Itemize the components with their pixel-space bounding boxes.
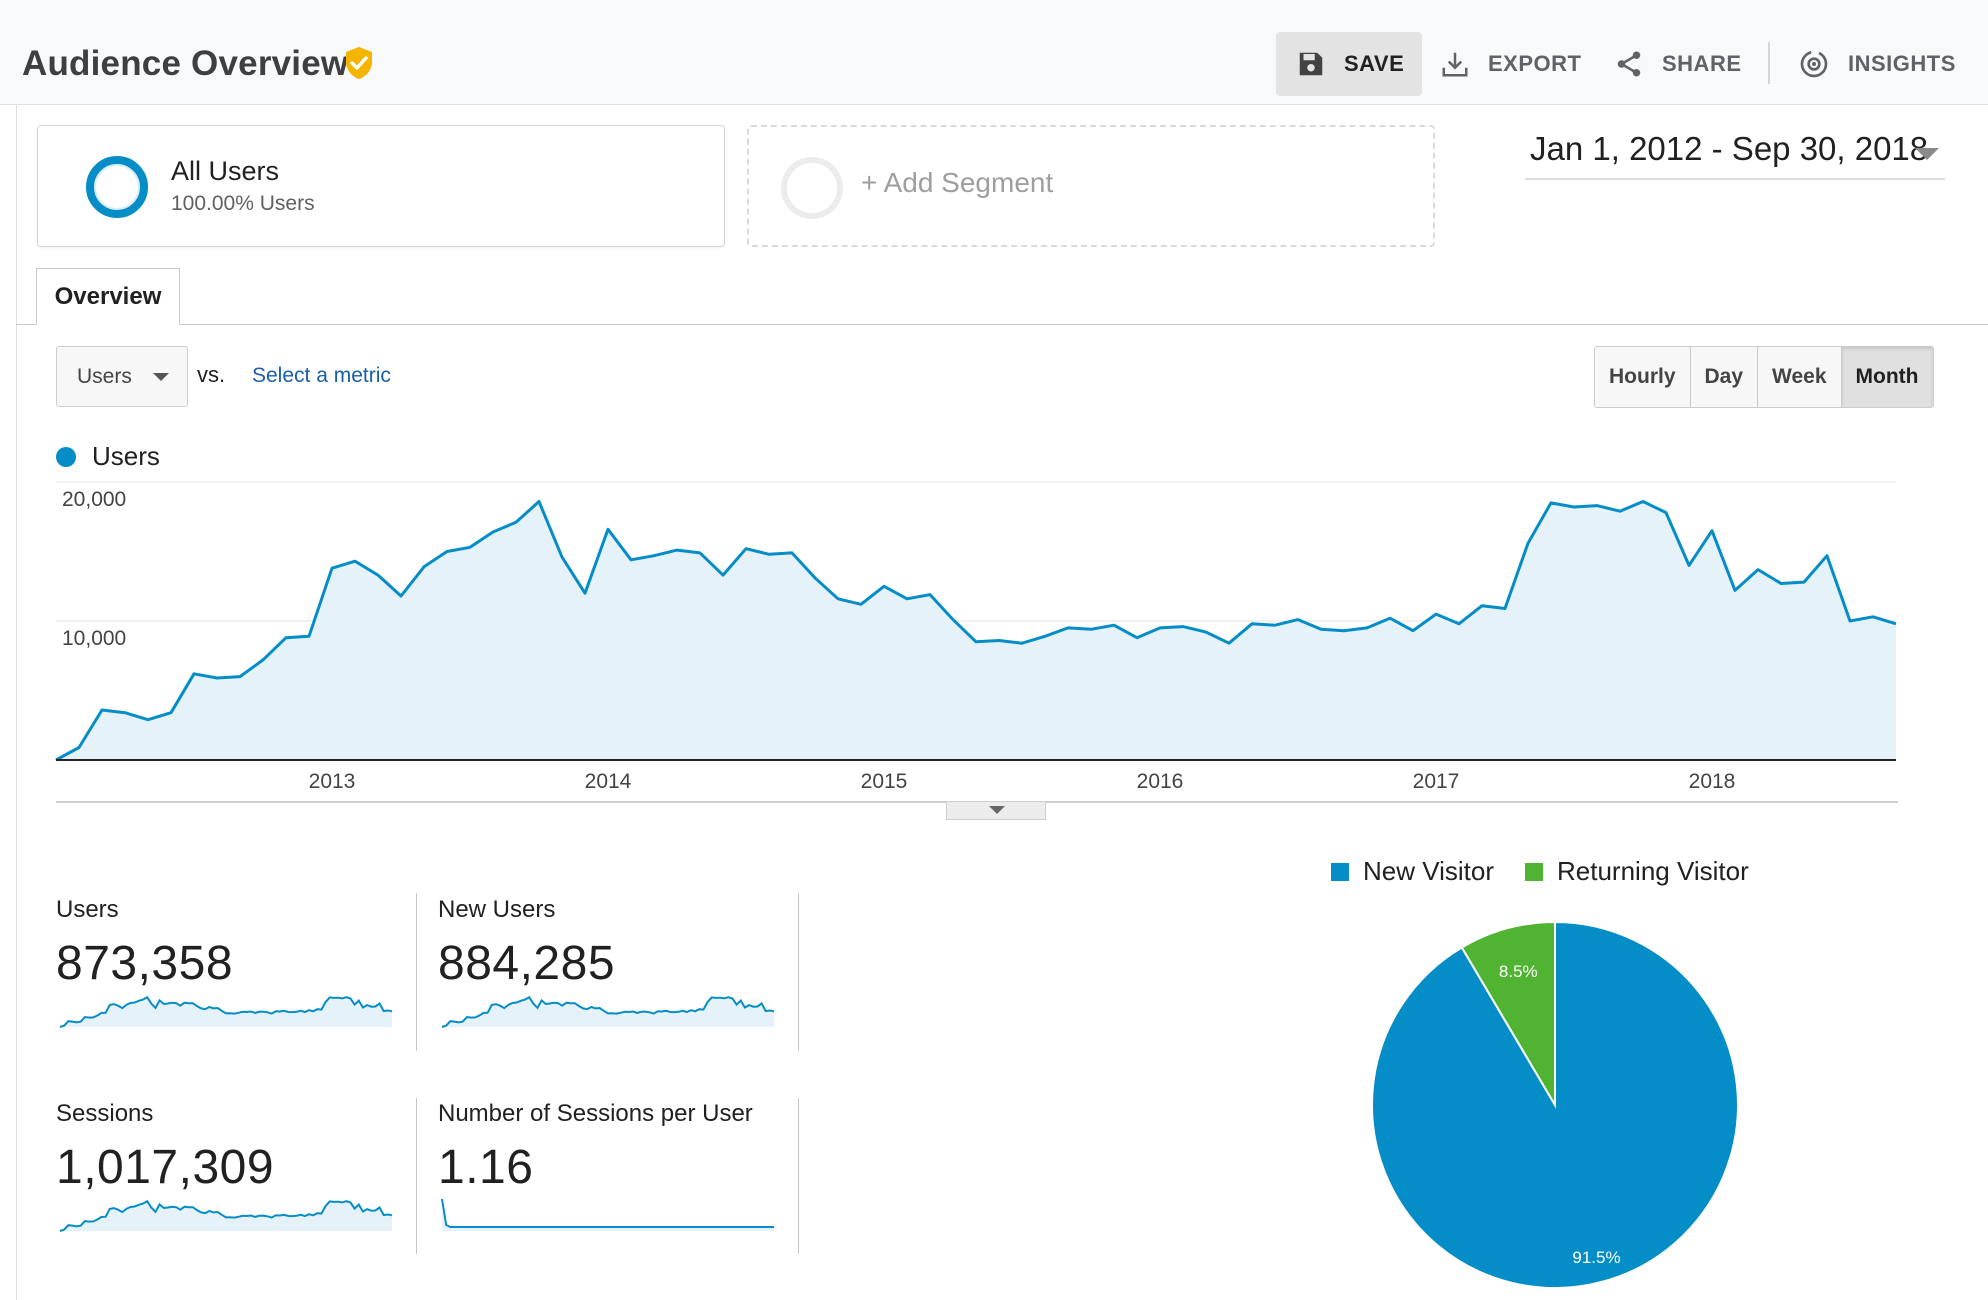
sparkline-fill [60,997,392,1027]
sparkline-line [441,1198,774,1228]
tabs-divider [16,324,1988,325]
segment-all-users[interactable]: All Users 100.00% Users [37,125,725,247]
x-tick-label: 2016 [1137,770,1184,793]
stat-divider [798,1098,799,1254]
legend-swatch-new [1331,862,1349,881]
pie-slice-label: 91.5% [1572,1248,1620,1267]
sparkline-line [59,995,393,1028]
verified-shield-icon [346,47,372,79]
stat-value: 873,358 [56,937,234,990]
x-tick-label: 2017 [1413,770,1460,793]
tab-overview[interactable]: Overview [36,268,180,325]
chevron-down-icon [989,806,1005,814]
save-button[interactable]: SAVE [1276,32,1422,96]
export-label: EXPORT [1488,51,1582,76]
x-tick-label: 2013 [309,770,356,793]
users-over-time-chart: 10,000 20,000 2013 2014 2015 2016 2017 2018 [55,481,1898,803]
stat-label: Number of Sessions per User [438,1100,753,1127]
stat-divider [416,893,417,1051]
chevron-down-icon [153,373,169,381]
segment-subtitle: 100.00% Users [171,192,315,215]
stat-value: 1.16 [438,1141,534,1194]
legend-label-new: New Visitor [1363,856,1495,886]
sparkline-fill [442,997,774,1027]
x-tick-label: 2014 [585,770,632,793]
segment-ring-icon [86,156,148,218]
stat-users[interactable]: Users 873,358 [56,896,416,1036]
x-tick-label: 2015 [861,770,908,793]
legend-swatch-returning [1525,862,1543,881]
stat-sparkline [59,1199,393,1232]
pie-slice [1460,920,1556,1109]
stat-value: 884,285 [438,937,616,990]
toolbar-divider [1768,42,1770,84]
stat-sessions-per-user[interactable]: Number of Sessions per User 1.16 [438,1100,798,1240]
sparkline-line [441,995,775,1028]
pie-slice-label: 8.5% [1499,962,1538,981]
granularity-hourly-button[interactable]: Hourly [1595,347,1691,407]
export-button[interactable]: EXPORT [1440,32,1581,96]
insights-icon [1800,50,1828,78]
y-tick-label: 10,000 [62,627,126,650]
save-icon [1299,52,1323,76]
metric-dropdown-value: Users [77,365,132,388]
chart-collapse-toggle[interactable] [946,802,1046,820]
date-range-text: Jan 1, 2012 - Sep 30, 2018 [1530,130,1929,167]
segment-title: All Users [171,156,280,186]
stat-label: New Users [438,896,556,923]
select-metric-link[interactable]: Select a metric [252,364,391,387]
sparkline-fill [60,1201,392,1231]
insights-button[interactable]: INSIGHTS [1798,32,1956,96]
empty-segment-ring-icon [781,157,843,219]
chart-legend: Users [56,441,160,472]
add-segment-button[interactable]: + Add Segment [747,125,1435,247]
chevron-down-icon [1915,148,1939,160]
share-icon [1617,51,1641,77]
granularity-toggle: Hourly Day Week Month [1594,346,1934,408]
add-segment-label: + Add Segment [861,167,1054,198]
legend-label-returning: Returning Visitor [1557,856,1749,886]
stat-sparkline [59,995,393,1028]
pie-legend-returning-visitor: Returning Visitor [1525,856,1749,887]
granularity-day-button[interactable]: Day [1690,347,1759,407]
page-title: Audience Overview [22,44,349,83]
stat-sessions[interactable]: Sessions 1,017,309 [56,1100,416,1240]
granularity-week-button[interactable]: Week [1758,347,1842,407]
export-icon [1442,52,1468,77]
stat-label: Users [56,896,119,923]
pie-legend-new-visitor: New Visitor [1331,856,1494,887]
stat-sparkline [441,1198,774,1231]
sparkline-line [59,1199,393,1232]
stat-divider [416,1098,417,1254]
users-area-fill [56,501,1896,760]
share-label: SHARE [1662,51,1742,76]
legend-dot-users [56,446,76,467]
stat-divider [798,893,799,1051]
date-range-picker[interactable]: Jan 1, 2012 - Sep 30, 2018 [1525,130,1945,180]
stat-sparkline [441,995,775,1028]
visitor-type-pie-chart: 91.5% 8.5% [1370,920,1739,1289]
users-series-line [55,500,1897,762]
share-button[interactable]: SHARE [1614,32,1742,96]
insights-label: INSIGHTS [1848,51,1956,76]
stat-new-users[interactable]: New Users 884,285 [438,896,798,1036]
stat-label: Sessions [56,1100,154,1127]
x-tick-label: 2018 [1689,770,1736,793]
stat-value: 1,017,309 [56,1141,275,1194]
granularity-month-button[interactable]: Month [1841,347,1933,407]
metric-dropdown[interactable]: Users [56,346,188,407]
legend-label-users: Users [92,441,160,471]
vs-label: vs. [197,362,226,387]
y-tick-label: 20,000 [62,488,126,511]
page-header: Audience Overview SAVE EXPORT SHARE [0,0,1988,105]
save-label: SAVE [1344,51,1405,76]
